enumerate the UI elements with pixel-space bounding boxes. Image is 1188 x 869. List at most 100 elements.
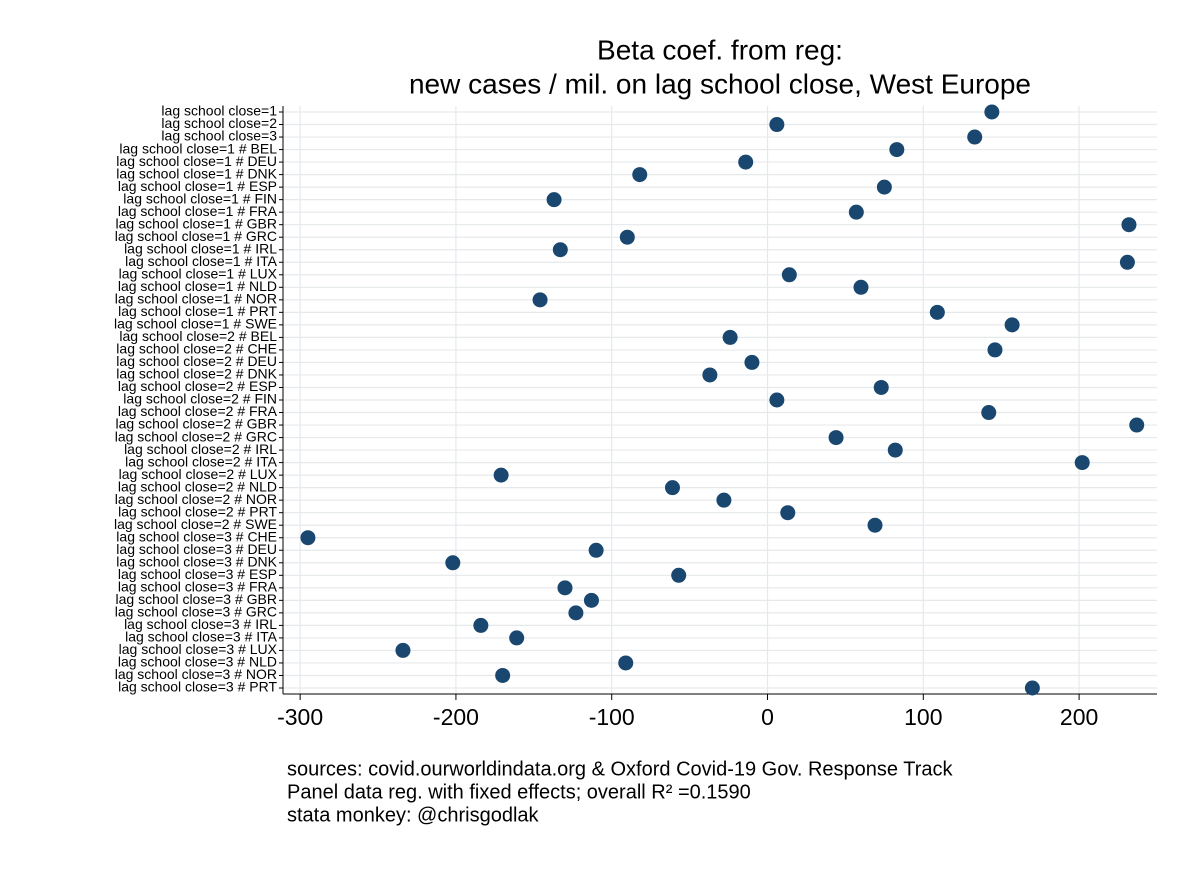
dot	[769, 392, 785, 408]
y-tick-label: lag school close=1 # FIN	[123, 190, 277, 206]
dot	[984, 104, 1000, 120]
dot	[618, 655, 634, 671]
dot	[1129, 417, 1145, 433]
y-tick-label: lag school close=3 # ESP	[118, 566, 277, 582]
note: stata monkey: @chrisgodlak	[287, 804, 540, 826]
dot	[781, 267, 797, 283]
dot	[769, 117, 785, 133]
y-tick-label: lag school close=1 # GRC	[115, 228, 277, 244]
y-tick-label: lag school close=2 # SWE	[114, 516, 277, 532]
y-tick-label: lag school close=2 # DEU	[116, 353, 277, 369]
y-tick-label: lag school close=3 # FRA	[118, 579, 278, 595]
y-tick-label: lag school close=3	[161, 128, 277, 144]
dot	[568, 605, 584, 621]
y-tick-label: lag school close=3 # DEU	[116, 541, 277, 557]
dot	[873, 379, 889, 395]
dot	[1074, 455, 1090, 471]
y-tick-label: lag school close=1 # IRL	[124, 240, 277, 256]
x-tick-label: 0	[761, 704, 774, 730]
y-tick-label: lag school close=3 # ITA	[125, 629, 278, 645]
dot	[557, 580, 573, 596]
y-tick-label: lag school close=2 # LUX	[119, 466, 278, 482]
y-tick-label: lag school close=2 # DNK	[116, 366, 277, 382]
x-tick-label: 200	[1060, 704, 1098, 730]
dot	[546, 192, 562, 208]
y-tick-label: lag school close=2	[161, 115, 277, 131]
y-tick-label: lag school close=2 # GRC	[115, 428, 277, 444]
x-tick-label: -300	[277, 704, 323, 730]
y-tick-label: lag school close=1 # PRT	[118, 303, 277, 319]
dot	[848, 204, 864, 220]
chart-title: new cases / mil. on lag school close, We…	[409, 68, 1031, 99]
y-tick-label: lag school close=2 # PRT	[118, 503, 277, 519]
y-tick-label: lag school close=2 # NOR	[115, 491, 277, 507]
y-tick-label: lag school close=2 # ITA	[125, 453, 278, 469]
y-tick-label: lag school close=1 # FRA	[118, 203, 278, 219]
y-tick-label: lag school close=3 # GRC	[115, 604, 277, 620]
y-tick-label: lag school close=1 # DNK	[116, 165, 277, 181]
dot	[722, 329, 738, 345]
dot	[1024, 680, 1040, 696]
dot	[929, 304, 945, 320]
y-tick-label: lag school close=2 # FIN	[123, 391, 277, 407]
y-tick-label: lag school close=1 # BEL	[119, 140, 277, 156]
y-tick-label: lag school close=1 # ESP	[118, 178, 277, 194]
dot	[588, 542, 604, 558]
dot	[887, 442, 903, 458]
dot	[1121, 217, 1137, 233]
dot	[532, 292, 548, 308]
dot	[632, 167, 648, 183]
y-tick-label: lag school close=3 # PRT	[118, 679, 277, 695]
y-tick-label: lag school close=3 # LUX	[119, 641, 278, 657]
dot	[981, 405, 997, 421]
dot	[744, 354, 760, 370]
y-tick-label: lag school close=1 # DEU	[116, 153, 277, 169]
y-tick-label: lag school close=1 # ITA	[125, 253, 278, 269]
dot	[493, 467, 509, 483]
y-tick-label: lag school close=1	[161, 103, 277, 119]
chart-title: Beta coef. from reg:	[597, 34, 843, 65]
note: sources: covid.ourworldindata.org & Oxfo…	[287, 758, 953, 780]
dot	[716, 492, 732, 508]
y-tick-label: lag school close=3 # DNK	[116, 553, 277, 569]
y-tick-label: lag school close=1 # NLD	[118, 278, 277, 294]
y-tick-label: lag school close=2 # FRA	[118, 403, 278, 419]
y-tick-label: lag school close=2 # GBR	[116, 416, 277, 432]
dot	[853, 279, 869, 295]
dot	[1119, 254, 1135, 270]
y-tick-label: lag school close=2 # IRL	[124, 441, 277, 457]
dot	[473, 617, 489, 633]
y-tick-label: lag school close=1 # LUX	[119, 265, 278, 281]
dot	[967, 129, 983, 145]
y-tick-label: lag school close=1 # GBR	[116, 215, 277, 231]
dot	[876, 179, 892, 195]
dot	[738, 154, 754, 170]
y-tick-label: lag school close=3 # NOR	[115, 666, 277, 682]
dot	[671, 567, 687, 583]
y-tick-label: lag school close=2 # BEL	[119, 328, 277, 344]
y-tick-label: lag school close=3 # NLD	[118, 654, 277, 670]
dot	[828, 430, 844, 446]
dot	[987, 342, 1003, 358]
dot	[495, 667, 511, 683]
note: Panel data reg. with fixed effects; over…	[287, 781, 751, 803]
dot	[509, 630, 525, 646]
dot	[702, 367, 718, 383]
dot	[1004, 317, 1020, 333]
dot	[395, 642, 411, 658]
y-tick-label: lag school close=3 # CHE	[116, 528, 277, 544]
x-tick-label: -100	[589, 704, 635, 730]
y-tick-label: lag school close=3 # IRL	[124, 616, 277, 632]
dot	[780, 505, 796, 521]
y-tick-label: lag school close=1 # SWE	[114, 316, 277, 332]
dot	[300, 530, 316, 546]
y-tick-label: lag school close=1 # NOR	[115, 291, 277, 307]
dot	[445, 555, 461, 571]
y-tick-label: lag school close=2 # NLD	[118, 478, 277, 494]
x-tick-label: -200	[433, 704, 479, 730]
dot	[889, 142, 905, 158]
dot	[583, 592, 599, 608]
y-tick-label: lag school close=2 # ESP	[118, 378, 277, 394]
y-tick-label: lag school close=3 # GBR	[116, 591, 277, 607]
dot	[552, 242, 568, 258]
